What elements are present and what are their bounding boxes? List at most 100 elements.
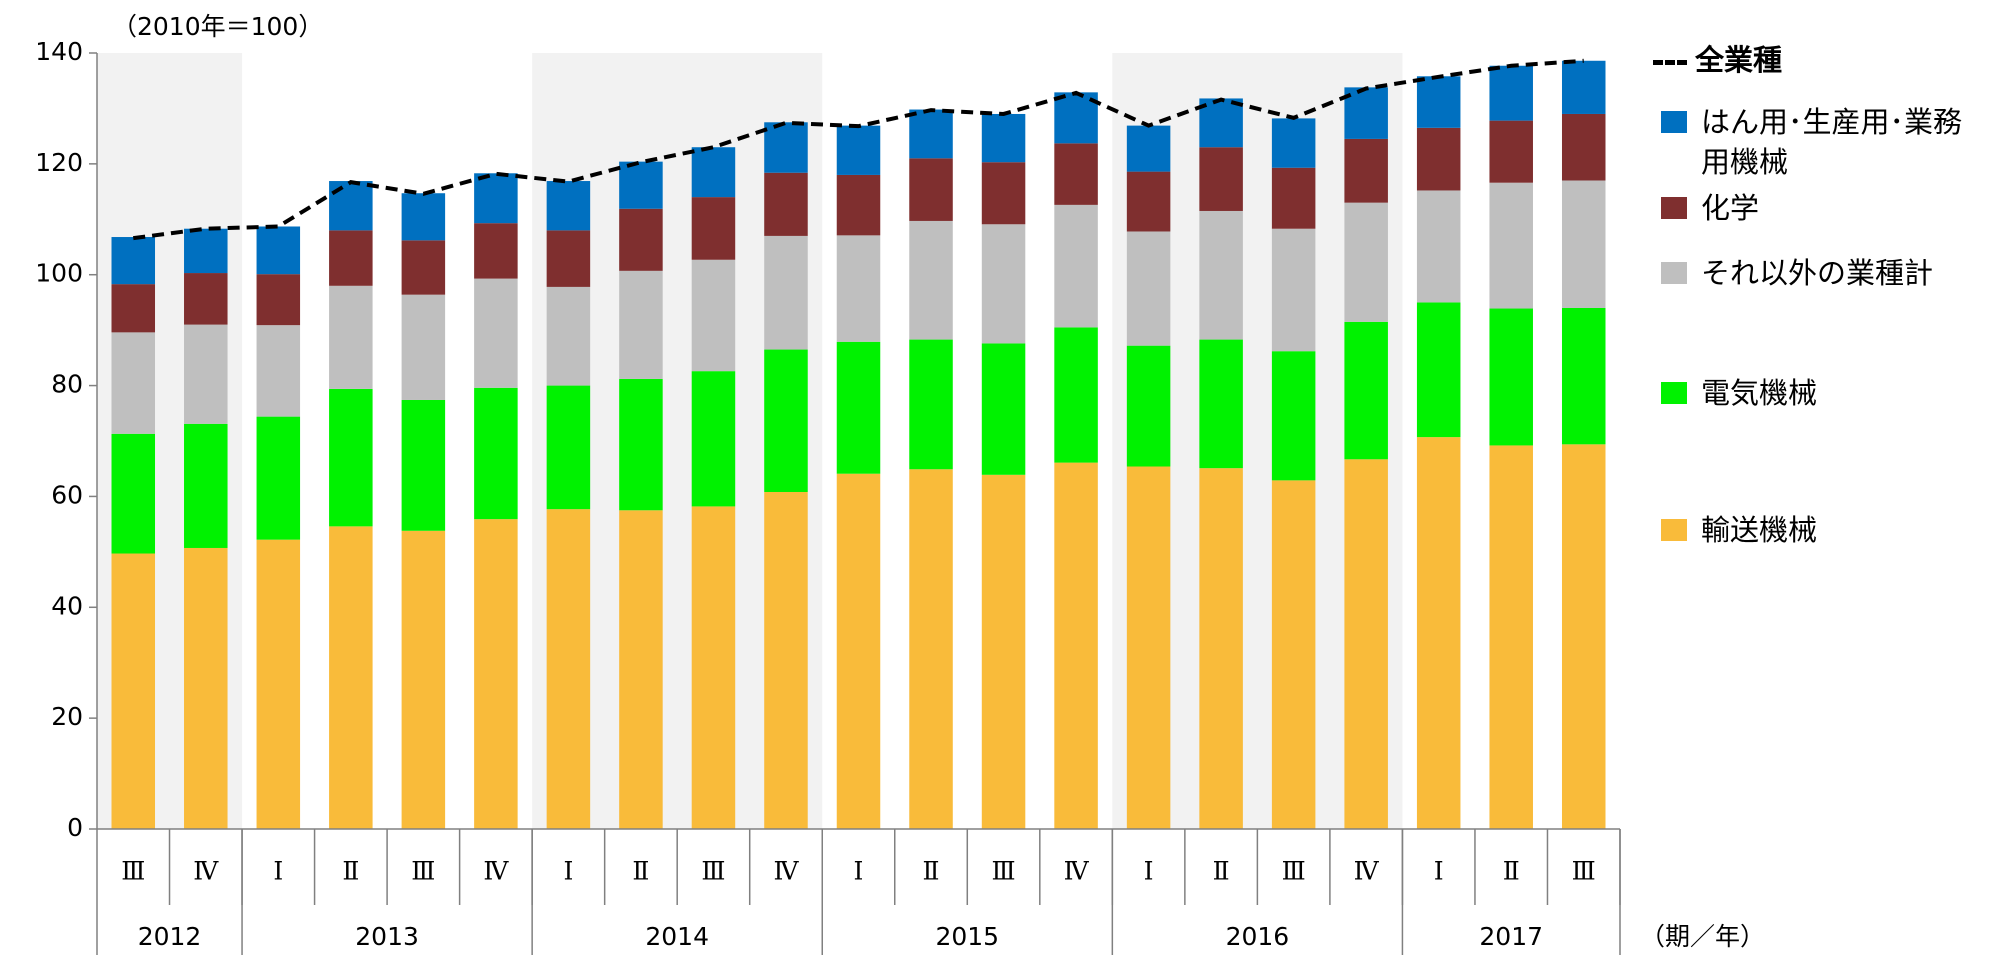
bar bbox=[1271, 480, 1316, 829]
bar bbox=[474, 223, 518, 279]
x-tick-label: Ⅳ bbox=[773, 857, 799, 886]
y-tick-label: 100 bbox=[35, 259, 83, 288]
bar bbox=[401, 240, 446, 295]
bar bbox=[474, 387, 518, 520]
bar bbox=[1199, 147, 1243, 211]
bar bbox=[111, 284, 156, 333]
bar bbox=[619, 208, 663, 271]
bar bbox=[836, 125, 881, 175]
year-label: 2016 bbox=[1226, 922, 1290, 951]
bar bbox=[1416, 190, 1461, 303]
bar bbox=[1344, 87, 1388, 139]
bar bbox=[836, 235, 881, 342]
bar bbox=[1271, 167, 1316, 229]
bar bbox=[1126, 125, 1171, 172]
bar bbox=[1126, 231, 1171, 346]
y-tick-label: 60 bbox=[51, 480, 83, 509]
x-tick-label: Ⅰ bbox=[273, 857, 283, 886]
bar bbox=[1344, 138, 1388, 203]
legend-swatch bbox=[1653, 60, 1687, 65]
bar bbox=[184, 273, 228, 325]
bar bbox=[909, 158, 953, 221]
bar bbox=[184, 228, 228, 274]
x-tick-label: Ⅲ bbox=[1572, 857, 1596, 886]
bar bbox=[546, 230, 591, 287]
bar bbox=[764, 235, 808, 350]
bar bbox=[691, 506, 736, 829]
bar bbox=[619, 378, 663, 511]
bar bbox=[981, 162, 1026, 225]
legend-swatch bbox=[1661, 262, 1687, 284]
bar bbox=[1489, 120, 1533, 183]
legend-item: 輸送機械 bbox=[1655, 510, 1981, 550]
bar bbox=[329, 181, 373, 231]
x-tick-label: Ⅱ bbox=[1213, 857, 1230, 886]
bar bbox=[836, 341, 881, 474]
legend-swatch bbox=[1661, 111, 1687, 133]
y-tick-label: 80 bbox=[51, 370, 83, 399]
bar bbox=[1199, 468, 1243, 829]
x-tick-label: Ⅰ bbox=[854, 857, 864, 886]
bar bbox=[1199, 339, 1243, 469]
bar bbox=[329, 230, 373, 286]
bar bbox=[546, 385, 591, 510]
bar bbox=[981, 343, 1026, 475]
x-tick-label: Ⅳ bbox=[193, 857, 219, 886]
bar bbox=[1561, 60, 1606, 114]
x-tick-label: Ⅳ bbox=[483, 857, 509, 886]
bar bbox=[1489, 308, 1533, 446]
bar bbox=[401, 193, 446, 241]
unit-label: （2010年＝100） bbox=[112, 12, 323, 41]
legend-label: 電気機械 bbox=[1701, 376, 1818, 410]
bar bbox=[909, 469, 953, 829]
legend-swatch bbox=[1661, 197, 1687, 219]
legend-item: それ以外の業種計 bbox=[1655, 253, 1981, 293]
bar bbox=[1054, 327, 1098, 463]
y-tick-label: 140 bbox=[35, 37, 83, 66]
year-label: 2017 bbox=[1479, 922, 1543, 951]
bar bbox=[1561, 180, 1606, 308]
x-tick-label: Ⅲ bbox=[121, 857, 145, 886]
y-tick-label: 20 bbox=[51, 702, 83, 731]
bar bbox=[1126, 171, 1171, 232]
legend-item: 電気機械 bbox=[1655, 373, 1981, 413]
year-label: 2014 bbox=[645, 922, 709, 951]
x-tick-label: Ⅲ bbox=[411, 857, 435, 886]
bar bbox=[909, 109, 953, 159]
bar bbox=[111, 332, 156, 434]
bar bbox=[1054, 204, 1098, 328]
bar bbox=[909, 220, 953, 340]
bar bbox=[1416, 76, 1461, 128]
bar bbox=[1416, 437, 1461, 829]
x-tick-label: Ⅳ bbox=[1064, 857, 1090, 886]
bar bbox=[256, 274, 301, 326]
bar bbox=[619, 161, 663, 209]
bar bbox=[1416, 302, 1461, 438]
legend-item: 全業種 bbox=[1653, 40, 1975, 80]
bar bbox=[401, 530, 446, 829]
bar bbox=[1271, 351, 1316, 481]
bar bbox=[981, 474, 1026, 829]
bar bbox=[474, 519, 518, 829]
bar bbox=[691, 259, 736, 372]
x-axis-title: （期／年） bbox=[1640, 922, 1765, 951]
bar bbox=[111, 433, 156, 554]
bar bbox=[1271, 228, 1316, 352]
legend-label: 化学 bbox=[1701, 191, 1760, 225]
legend-label: はん用･生産用･業務用機械 bbox=[1701, 105, 1963, 179]
bar bbox=[401, 294, 446, 400]
bar bbox=[401, 399, 446, 531]
bar bbox=[1344, 202, 1388, 322]
bar bbox=[1416, 127, 1461, 191]
bar bbox=[981, 224, 1026, 344]
y-tick-label: 120 bbox=[35, 148, 83, 177]
bar bbox=[764, 349, 808, 492]
bar bbox=[1344, 459, 1388, 829]
bar bbox=[764, 491, 808, 829]
y-tick-label: 40 bbox=[51, 591, 83, 620]
year-label: 2015 bbox=[935, 922, 999, 951]
x-tick-label: Ⅱ bbox=[632, 857, 649, 886]
bar bbox=[836, 174, 881, 236]
bar bbox=[329, 285, 373, 389]
